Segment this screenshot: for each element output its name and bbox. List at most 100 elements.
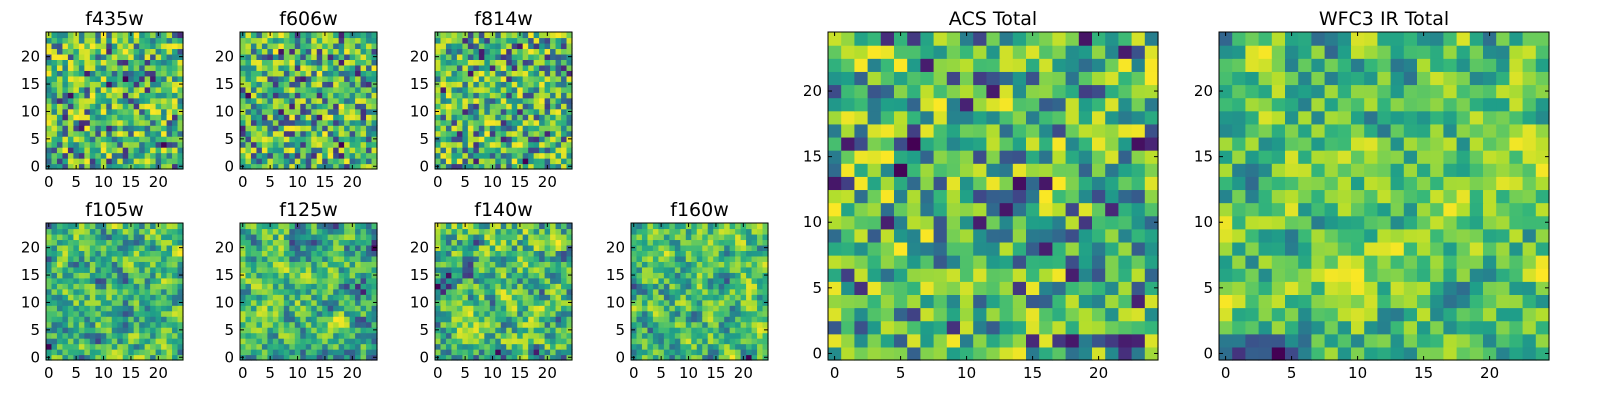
heatmap-cell — [360, 250, 367, 257]
heatmap-cell — [1078, 346, 1093, 361]
heatmap-cell — [652, 266, 659, 273]
heatmap-cell — [641, 233, 649, 241]
heatmap-cell — [100, 75, 107, 82]
heatmap-cell — [283, 223, 290, 230]
heatmap-cell — [355, 136, 362, 143]
heatmap-cell — [272, 354, 279, 361]
heatmap-cell — [139, 316, 146, 323]
heatmap-cell — [456, 141, 463, 148]
heatmap-cell — [920, 281, 935, 295]
heatmap-cell — [250, 53, 258, 60]
heatmap-cell — [484, 119, 491, 126]
heatmap-cell — [144, 277, 151, 284]
heatmap-cell — [539, 163, 546, 170]
heatmap-cell — [344, 349, 351, 356]
heatmap-cell — [555, 125, 562, 132]
heatmap-cell — [95, 103, 102, 110]
heatmap-cell — [166, 288, 173, 295]
heatmap-cell — [355, 103, 362, 110]
heatmap-cell — [250, 37, 258, 44]
heatmap-cell — [456, 250, 463, 257]
heatmap-cell — [691, 332, 698, 339]
heatmap-cell — [161, 239, 168, 246]
heatmap-cell — [880, 150, 895, 164]
heatmap-cell — [561, 141, 568, 148]
heatmap-cell — [1105, 202, 1119, 217]
heatmap-cell — [278, 261, 285, 268]
heatmap-cell — [177, 86, 184, 93]
heatmap-cell — [56, 310, 64, 317]
heatmap-cell — [647, 316, 654, 323]
heatmap-cell — [867, 255, 882, 269]
heatmap-cell — [533, 250, 540, 257]
heatmap-cell — [631, 283, 638, 290]
heatmap-cell — [641, 228, 649, 235]
heatmap-cell — [685, 233, 692, 241]
heatmap-cell — [647, 277, 654, 284]
heatmap-cell — [166, 354, 173, 361]
heatmap-cell — [144, 130, 151, 137]
x-tick-label: 15 — [121, 173, 140, 191]
heatmap-cell — [652, 283, 659, 290]
heatmap-cell — [478, 152, 485, 159]
heatmap-cell — [946, 189, 961, 204]
heatmap-cell — [740, 233, 747, 241]
heatmap-cell — [1131, 176, 1146, 191]
heatmap-cell — [161, 81, 168, 88]
heatmap-cell — [636, 299, 643, 306]
heatmap-cell — [680, 310, 687, 317]
heatmap-cell — [333, 70, 340, 77]
heatmap-cell — [729, 332, 736, 339]
heatmap-cell — [73, 266, 80, 273]
heatmap-cell — [550, 37, 557, 44]
heatmap-cell — [139, 338, 146, 345]
heatmap-cell — [451, 343, 458, 350]
heatmap-cell — [316, 261, 323, 268]
heatmap-cell — [517, 158, 524, 165]
heatmap-cell — [100, 130, 107, 137]
heatmap-cell — [986, 346, 1001, 361]
heatmap-cell — [517, 250, 524, 257]
heatmap-cell — [289, 239, 296, 246]
heatmap-cell — [67, 59, 74, 66]
heatmap-cell — [522, 294, 529, 301]
heatmap-cell — [95, 277, 102, 284]
heatmap-cell — [366, 349, 373, 356]
heatmap-cell — [311, 299, 318, 306]
heatmap-cell — [478, 37, 485, 44]
heatmap-cell — [473, 37, 480, 44]
heatmap-cell — [757, 233, 764, 241]
heatmap-cell — [522, 108, 529, 115]
heatmap-cell — [440, 261, 447, 268]
heatmap-cell — [133, 136, 140, 143]
heatmap-cell — [473, 163, 480, 170]
heatmap-cell — [484, 158, 491, 165]
heatmap-cell — [933, 228, 948, 243]
heatmap-cell — [344, 48, 351, 55]
heatmap-cell — [267, 332, 274, 339]
y-tick-label: 20 — [21, 239, 40, 257]
heatmap-cell — [62, 277, 69, 284]
heatmap-cell — [289, 130, 296, 137]
heatmap-cell — [555, 349, 562, 356]
heatmap-cell — [533, 37, 540, 44]
heatmap-cell — [680, 266, 687, 273]
heatmap-cell — [89, 103, 96, 110]
heatmap-cell — [1092, 320, 1106, 335]
heatmap-cell — [500, 119, 507, 126]
heatmap-cell — [67, 327, 74, 334]
heatmap-cell — [561, 152, 568, 159]
heatmap-cell — [51, 343, 58, 350]
heatmap-cell — [111, 338, 118, 345]
heatmap-cell — [669, 338, 676, 345]
heatmap-cell — [250, 158, 258, 165]
heatmap-cell — [240, 86, 247, 93]
heatmap-cell — [128, 255, 135, 262]
heatmap-cell — [84, 130, 91, 137]
heatmap-cell — [506, 255, 513, 262]
heatmap-cell — [278, 42, 285, 50]
heatmap-cell — [289, 147, 296, 154]
heatmap-cell — [522, 244, 529, 251]
heatmap-cell — [111, 37, 118, 44]
heatmap-cell — [133, 266, 140, 273]
